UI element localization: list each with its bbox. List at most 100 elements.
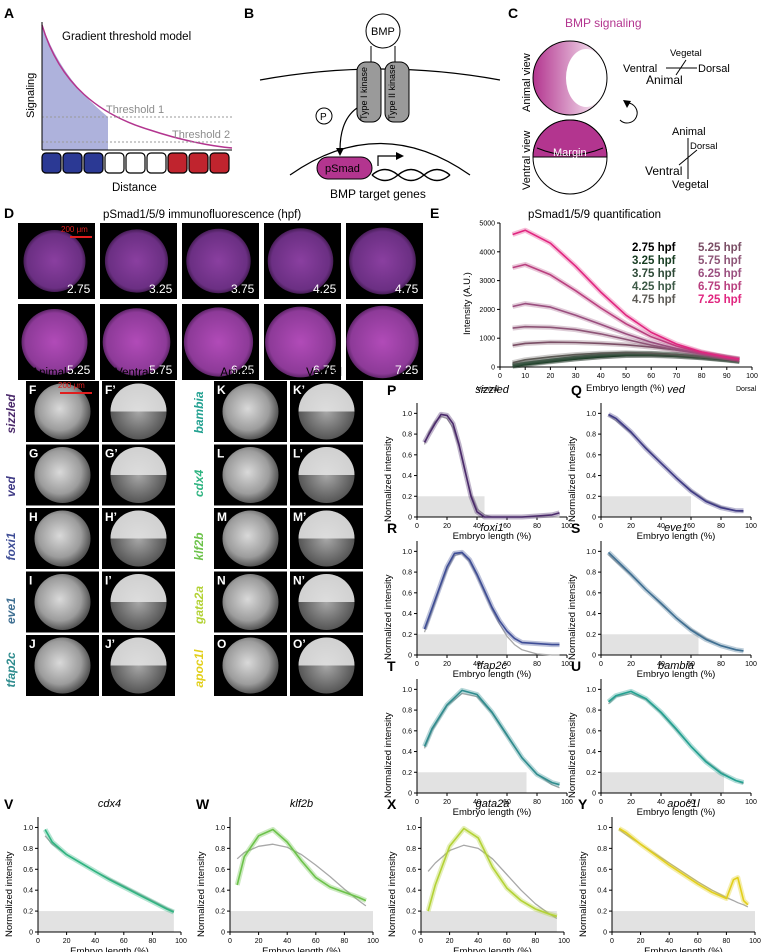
x-tick-label: 0 [599,523,603,530]
x-tick-label: 0 [599,799,603,806]
y-tick-label: 0.4 [586,611,596,618]
x-tick-label: 40 [473,661,481,668]
image-letter: F’ [105,383,116,397]
y-tick-label: 0.2 [586,770,596,777]
x-tick-label: 40 [657,661,665,668]
stage-label: 6.75 [313,363,337,377]
psmad [316,156,373,180]
x-tick-label: 80 [533,799,541,806]
embryo-animal [222,637,279,694]
embryo-animal [34,383,91,440]
panel-a-xlabel: Distance [112,182,157,194]
cell-red [188,152,209,174]
x-tick-label: 50 [622,373,630,380]
embryo-ventral-top [298,574,355,602]
threshold-band [417,772,527,793]
x-tick-label: 80 [717,799,725,806]
x-tick-label: 70 [673,373,681,380]
x-tick-label: 10 [521,373,529,380]
y-tick-label: 1.0 [402,687,412,694]
data-line [608,413,744,512]
image-letter: I’ [105,574,112,588]
stage-label: 7.25 [395,363,419,377]
x-tick-label: 60 [687,799,695,806]
y-tick-label: 0.2 [23,909,33,916]
chart-title: ved [667,384,686,396]
chart-ylabel: Normalized intensity [567,712,578,798]
threshold-band [612,911,755,932]
x-tick-label: 80 [717,661,725,668]
stage-label: 2.75 [67,282,91,296]
threshold-band [601,772,724,793]
image-letter: O’ [293,637,306,651]
data-line [423,551,560,646]
y-tick-label: 0.2 [406,909,416,916]
embryo-blob [183,307,254,377]
cell-white [146,152,167,174]
fit-curve [427,844,558,919]
y-tick-label: 0 [592,653,596,660]
chart-xlabel: Embryo length (%) [70,946,149,952]
chart-xlabel: Embryo length (%) [453,946,532,952]
column-header: Animal [31,367,66,379]
receptor-1-label: Type I kinase [359,67,369,120]
column-header: Animal [220,367,255,379]
embryo-ventral-top [110,447,167,475]
series-line [512,229,740,360]
x-tick-label: 100 [561,799,573,806]
y-tick-label: 1.0 [586,687,596,694]
image-letter: K’ [293,383,305,397]
x-tick-label: 100 [175,938,187,945]
x-tick-label: 60 [120,938,128,945]
embryo-ventral-top [298,447,355,475]
y-tick-label: 0 [592,791,596,798]
x-tick-label: 0 [498,373,502,380]
data-band [422,549,560,648]
x-tick-label: 80 [149,938,157,945]
y-tick-label: 0.2 [402,632,412,639]
chart-xlabel: Embryo length (%) [453,669,532,680]
data-line [423,689,560,786]
panel-c-letter: C [508,5,518,21]
x-tick-label: 20 [443,799,451,806]
type-2-receptor [384,61,410,123]
y-tick-label: 0 [412,930,416,937]
embryo-ventral-top [110,574,167,602]
image-letter: J’ [105,637,115,651]
panel-e: E pSmad1/5/9 quantification 0 10 20 30 40 50 6… [430,205,758,394]
c2-animal: Animal [672,126,706,138]
y-tick-label: 0.8 [406,846,416,853]
embryo-animal [222,383,279,440]
chart-title: bambia [658,660,694,672]
data-line [427,827,558,918]
y-tick-label: 0.6 [586,590,596,597]
chart-title: cdx4 [98,798,121,810]
y-tick-label: 0 [408,791,412,798]
y-tick-label: 0.6 [597,867,607,874]
chart-xlabel: Embryo length (%) [637,807,716,818]
legend-entry: 4.25 hpf [632,281,676,293]
embryo-blob [21,309,88,375]
signal-arrow [339,107,358,151]
dna-strand-2 [371,168,451,182]
x-tick-label: 40 [665,938,673,945]
scale-bar-label: 200 μm [61,225,88,234]
x-tick-label: 100 [745,661,757,668]
y-tick-label: 0.6 [402,452,412,459]
x-tick-label: 100 [746,373,758,380]
threshold-band [230,911,373,932]
chart-ylabel: Normalized intensity [387,851,398,937]
gene-name: gata2a [192,586,206,625]
bmp-ligand-label: BMP [371,26,395,38]
chart-xlabel: Embryo length (%) [453,531,532,542]
y-tick-label: 0.6 [586,728,596,735]
x-tick-label: 80 [533,523,541,530]
threshold-band [601,496,691,517]
panel-letter: X [387,796,397,812]
x-tick-label: 100 [749,938,761,945]
